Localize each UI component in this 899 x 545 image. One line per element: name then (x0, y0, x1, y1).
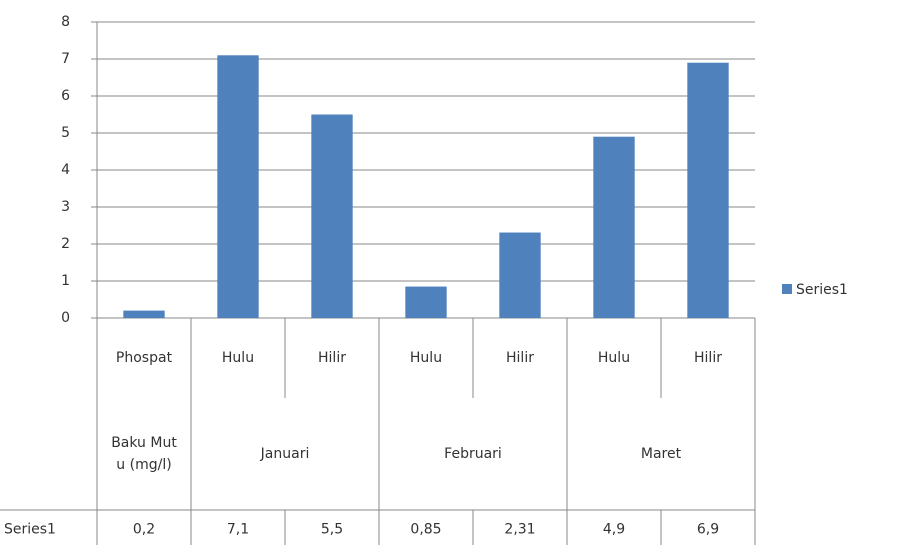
legend-swatch (782, 284, 792, 294)
data-table-value: 7,1 (227, 522, 249, 538)
category-label: Phospat (115, 350, 173, 366)
y-tick-label: 6 (61, 88, 70, 104)
group-label: Maret (640, 446, 682, 462)
group-label: Baku Mutu (mg/l) (111, 435, 177, 473)
data-table-value: 0,85 (410, 522, 441, 538)
category-label: Hilir (506, 350, 534, 366)
y-tick-label: 4 (61, 162, 70, 178)
y-tick-label: 0 (61, 310, 70, 326)
y-tick-label: 7 (61, 51, 70, 67)
y-tick-label: 5 (61, 125, 70, 141)
category-label: Hulu (409, 350, 443, 366)
y-tick-label: 8 (61, 14, 70, 30)
y-tick-label: 2 (61, 236, 70, 252)
bar (687, 62, 729, 319)
group-label: Januari (260, 446, 310, 462)
bar (311, 114, 353, 318)
data-table-value: 5,5 (321, 522, 343, 538)
y-tick-label: 1 (61, 273, 70, 289)
bar (217, 55, 259, 319)
data-table-value: 4,9 (603, 522, 625, 538)
legend-label: Series1 (796, 282, 848, 298)
group-label: Februari (444, 446, 502, 462)
bar (499, 232, 541, 318)
category-label: Hulu (597, 350, 631, 366)
row-header: Series1 (4, 522, 56, 538)
category-label: Hilir (318, 350, 346, 366)
bar (123, 310, 165, 318)
category-label: Hilir (694, 350, 722, 366)
category-label: Hulu (221, 350, 255, 366)
y-tick-label: 3 (61, 199, 70, 215)
data-table-value: 6,9 (697, 522, 719, 538)
data-table-value: 0,2 (133, 522, 155, 538)
bar (593, 136, 635, 318)
bar (405, 286, 447, 318)
data-table-value: 2,31 (504, 522, 535, 538)
